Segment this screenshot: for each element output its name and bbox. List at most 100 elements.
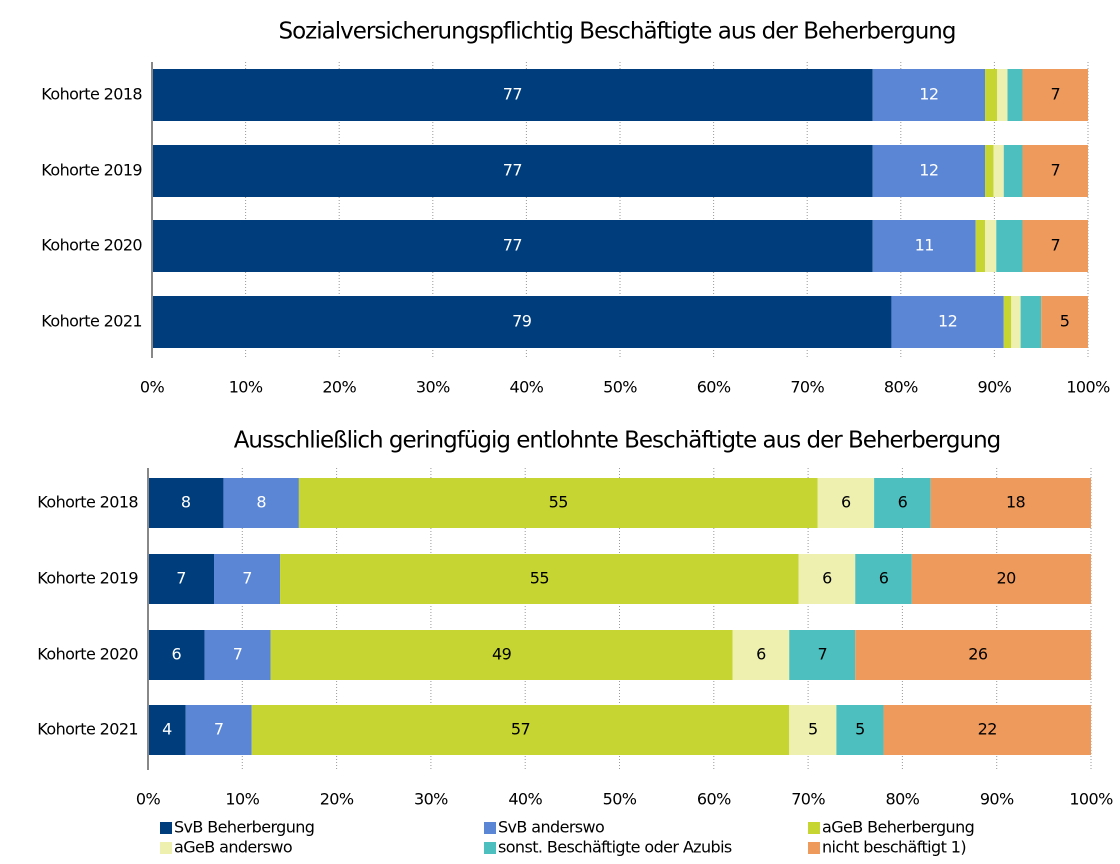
data-label: 77 — [503, 85, 522, 104]
y-tick-label: Kohorte 2020 — [41, 236, 142, 255]
data-label: 8 — [256, 493, 266, 512]
bar-segment — [874, 478, 931, 528]
legend-swatch — [160, 822, 172, 834]
data-label: 57 — [511, 720, 530, 739]
bar-segment — [985, 69, 998, 121]
bar-segment — [732, 630, 790, 680]
data-label: 7 — [1050, 85, 1060, 104]
y-tick-label: Kohorte 2018 — [37, 493, 138, 512]
y-tick-label: Kohorte 2021 — [41, 312, 142, 331]
data-label: 55 — [530, 569, 549, 588]
bar-segment — [997, 69, 1008, 121]
data-label: 6 — [756, 645, 766, 664]
bar-segment — [993, 145, 1004, 197]
data-label: 6 — [879, 569, 889, 588]
bar-segment — [996, 220, 1023, 272]
data-label: 12 — [919, 161, 938, 180]
x-tick-label: 40% — [508, 790, 542, 809]
bar-segment — [223, 478, 299, 528]
data-label: 7 — [1050, 236, 1060, 255]
bar-segment — [855, 630, 1091, 680]
bar-segment — [298, 478, 818, 528]
bar-segment — [911, 554, 1091, 604]
bar-segment — [152, 220, 873, 272]
bar-segment — [836, 705, 884, 755]
bar-segment — [152, 69, 873, 121]
data-label: 5 — [855, 720, 865, 739]
bar-segment — [1022, 69, 1088, 121]
bar-segment — [975, 220, 986, 272]
data-label: 7 — [817, 645, 827, 664]
x-tick-label: 20% — [320, 790, 354, 809]
x-tick-label: 60% — [697, 378, 731, 397]
bar-segment — [1022, 145, 1088, 197]
bars — [152, 69, 1088, 348]
data-label: 77 — [503, 236, 522, 255]
y-tick-label: Kohorte 2020 — [37, 645, 138, 664]
bar-segment — [883, 705, 1091, 755]
data-label: 7 — [1050, 161, 1060, 180]
legend-swatch — [484, 822, 496, 834]
bar-segment — [152, 296, 892, 348]
data-label: 79 — [512, 312, 532, 331]
data-label: 7 — [233, 645, 243, 664]
x-tick-label: 60% — [697, 790, 731, 809]
x-tick-label: 30% — [416, 378, 450, 397]
bar-segment — [891, 296, 1004, 348]
x-tick-label: 100% — [1066, 378, 1110, 397]
bar-segment — [1003, 296, 1012, 348]
bars — [148, 478, 1091, 755]
bar-segment — [1041, 296, 1088, 348]
data-label: 8 — [181, 493, 191, 512]
y-tick-label: Kohorte 2019 — [37, 569, 138, 588]
bar-segment — [872, 69, 986, 121]
legend-label: sonst. Beschäftigte oder Azubis — [498, 838, 732, 857]
bar-segment — [1011, 296, 1021, 348]
x-tick-label: 80% — [886, 790, 920, 809]
y-tick-label: Kohorte 2018 — [41, 85, 142, 104]
data-label: 6 — [841, 493, 851, 512]
bar-segment — [1022, 220, 1088, 272]
x-tick-label: 90% — [978, 378, 1012, 397]
bar-segment — [214, 554, 281, 604]
x-tick-label: 70% — [791, 790, 825, 809]
bar-segment — [204, 630, 271, 680]
bar-segment — [280, 554, 799, 604]
data-label: 55 — [549, 493, 568, 512]
data-label: 20 — [997, 569, 1017, 588]
legend-swatch — [808, 842, 820, 854]
legend-label: aGeB Beherbergung — [822, 818, 974, 837]
x-tick-label: 30% — [414, 790, 448, 809]
data-label: 5 — [1060, 312, 1070, 331]
x-tick-label: 90% — [980, 790, 1014, 809]
y-tick-label: Kohorte 2019 — [41, 161, 142, 180]
bar-segment — [152, 145, 873, 197]
chart-title: Sozialversicherungspflichtig Beschäftigt… — [279, 19, 956, 45]
legend-label: aGeB anderswo — [174, 838, 292, 857]
data-label: 4 — [162, 720, 172, 739]
data-label: 12 — [919, 85, 938, 104]
x-tick-label: 0% — [140, 378, 165, 397]
x-tick-label: 0% — [136, 790, 161, 809]
data-label: 5 — [808, 720, 818, 739]
data-label: 11 — [915, 236, 934, 255]
bar-segment — [148, 478, 224, 528]
bar-segment — [985, 145, 994, 197]
data-label: 6 — [171, 645, 181, 664]
bar-segment — [789, 630, 856, 680]
legend-swatch — [484, 842, 496, 854]
data-label: 22 — [978, 720, 997, 739]
bar-segment — [798, 554, 856, 604]
legend-label: SvB Beherbergung — [174, 818, 314, 837]
chart-title: Ausschließlich geringfügig entlohnte Bes… — [234, 428, 1001, 454]
x-tick-label: 50% — [603, 378, 637, 397]
bar-segment — [1007, 69, 1023, 121]
x-tick-label: 70% — [790, 378, 824, 397]
x-tick-label: 50% — [603, 790, 637, 809]
data-label: 49 — [492, 645, 512, 664]
bar-segment — [148, 630, 205, 680]
data-label: 7 — [242, 569, 252, 588]
data-label: 77 — [503, 161, 522, 180]
x-tick-label: 80% — [884, 378, 918, 397]
